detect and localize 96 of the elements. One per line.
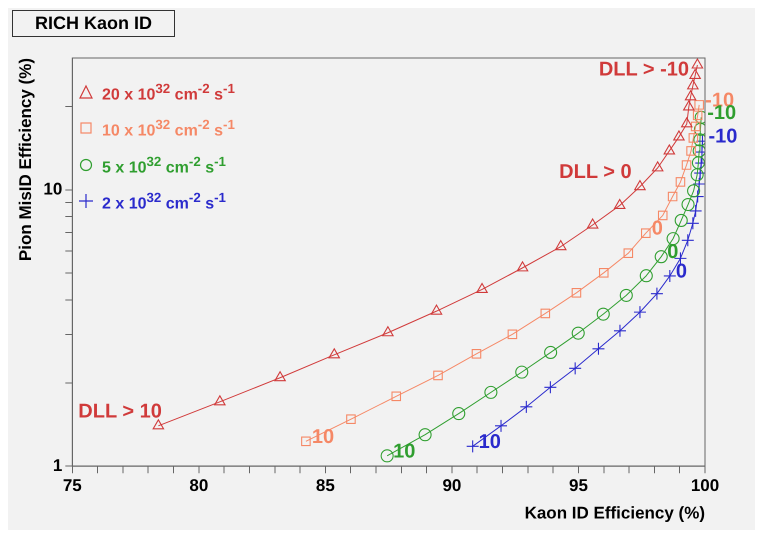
point	[664, 144, 676, 154]
point	[640, 228, 651, 238]
point	[640, 269, 653, 282]
point	[328, 348, 340, 358]
annotation: 0	[676, 260, 687, 282]
point	[214, 395, 226, 406]
point	[572, 326, 585, 340]
point	[692, 144, 705, 158]
annotation: -10	[708, 126, 738, 148]
point	[466, 440, 480, 453]
point	[686, 216, 700, 230]
point	[658, 210, 668, 220]
point	[515, 366, 528, 379]
point	[689, 204, 702, 218]
annotation: DLL > 10	[78, 400, 162, 422]
annotation: DLL > 0	[559, 161, 632, 184]
point	[418, 428, 432, 442]
point	[624, 248, 634, 258]
point	[683, 100, 695, 111]
point	[433, 370, 443, 380]
legend-label: 10 x 10$^{32}$ cm$^{-2}$ s$^{-1}$	[102, 116, 235, 142]
annotation: 10	[393, 440, 416, 462]
point	[301, 436, 311, 446]
annotation: 0	[667, 241, 678, 264]
point	[382, 326, 394, 336]
x-tick-label: 95	[569, 476, 588, 496]
legend-label: 2 x 10$^{32}$ cm$^{-2}$ s$^{-1}$	[102, 188, 226, 214]
x-tick-label: 85	[316, 476, 335, 496]
point	[544, 380, 557, 394]
point	[596, 308, 610, 321]
point	[613, 324, 627, 338]
point	[152, 419, 164, 430]
point	[668, 192, 678, 202]
point	[692, 110, 702, 120]
point	[674, 214, 688, 227]
point	[598, 268, 609, 278]
annotation: 10	[478, 430, 501, 453]
y-axis-title: Pion MisID Efficiency (%)	[16, 58, 35, 262]
point	[687, 184, 700, 198]
point	[693, 133, 705, 146]
x-tick-label: 100	[690, 476, 720, 496]
point	[633, 306, 647, 319]
point	[555, 240, 566, 250]
point	[686, 146, 696, 156]
annotation: DLL > -10	[598, 58, 690, 81]
point	[634, 180, 646, 190]
point	[520, 400, 533, 414]
x-axis-title: Kaon ID Efficiency (%)	[524, 503, 705, 522]
point	[684, 90, 696, 100]
point	[516, 261, 528, 272]
point	[681, 234, 694, 247]
point	[476, 282, 488, 294]
point	[586, 218, 598, 229]
point	[274, 371, 286, 382]
point	[690, 168, 704, 182]
point	[472, 349, 482, 359]
chart-title: RICH Kaon ID	[12, 10, 175, 37]
x-tick-label: 80	[189, 476, 208, 496]
legend-label: 5 x 10$^{32}$ cm$^{-2}$ s$^{-1}$	[102, 152, 226, 178]
point	[692, 156, 705, 170]
point	[452, 407, 466, 420]
point	[673, 130, 685, 140]
point	[687, 79, 699, 90]
point	[663, 269, 676, 283]
point	[681, 198, 695, 212]
point	[572, 288, 582, 298]
point	[508, 330, 518, 340]
point	[694, 100, 704, 110]
point	[544, 346, 558, 359]
annotation: 10	[312, 426, 334, 448]
annotation: 0	[652, 218, 663, 240]
point	[391, 392, 402, 402]
point	[650, 287, 664, 300]
point	[430, 304, 442, 315]
legend-label: 20 x 10$^{32}$ cm$^{-2}$ s$^{-1}$	[102, 80, 235, 106]
point	[652, 161, 664, 172]
point	[676, 177, 686, 187]
point	[346, 414, 356, 424]
point	[688, 133, 698, 143]
point	[692, 58, 704, 69]
x-tick-label: 90	[442, 476, 462, 496]
point	[494, 419, 508, 432]
point	[682, 160, 692, 170]
point	[568, 362, 582, 375]
x-tick-label: 75	[62, 476, 82, 496]
point	[614, 198, 626, 210]
point	[540, 308, 550, 318]
point	[654, 250, 668, 264]
point	[484, 386, 498, 399]
point	[380, 449, 394, 462]
point	[689, 68, 701, 79]
point	[592, 342, 606, 356]
point	[666, 232, 680, 246]
y-tick-label: 1	[52, 456, 62, 475]
point	[681, 117, 693, 128]
point	[620, 288, 633, 302]
